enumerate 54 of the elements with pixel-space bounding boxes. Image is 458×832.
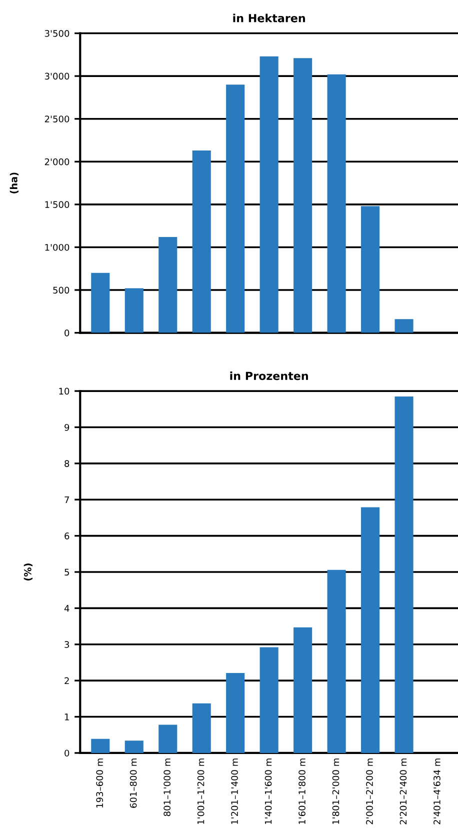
- y-tick-label: 9: [64, 424, 70, 431]
- y-tick-label: 2'500: [44, 116, 70, 122]
- bar: [192, 703, 211, 753]
- chart-title: in Hektaren: [233, 14, 305, 22]
- bar: [327, 74, 346, 333]
- y-tick-label: 8: [64, 460, 70, 467]
- y-axis-title: (%): [24, 564, 33, 580]
- y-tick-label: 6: [64, 532, 70, 540]
- y-tick-label: 1: [64, 714, 69, 720]
- x-tick-label: 1'801–2'000 m: [332, 758, 340, 824]
- y-tick-label: 3: [64, 641, 70, 648]
- x-tick-label: 2'001–2'200 m: [366, 758, 373, 824]
- bar: [327, 570, 346, 753]
- x-tick-label: 601–800 m: [130, 758, 137, 808]
- x-tick-label: 801–1'000 m: [164, 758, 170, 816]
- y-tick-label: 2'000: [44, 158, 70, 166]
- y-tick-label: 3'500: [44, 30, 70, 37]
- bar: [124, 288, 144, 333]
- bar: [260, 647, 278, 753]
- x-tick-label: 193–600 m: [96, 758, 104, 808]
- y-tick-label: 1'500: [45, 201, 70, 208]
- y-tick-label: 5: [64, 568, 69, 576]
- x-tick-label: 1'401–1'600 m: [264, 758, 272, 824]
- y-tick-label: 0: [64, 330, 70, 336]
- x-tick-label: 2'201–2'400 m: [400, 758, 407, 824]
- bar: [260, 56, 278, 333]
- y-axis-title: (ha): [10, 172, 19, 194]
- y-tick-label: 3'000: [44, 72, 70, 80]
- bar: [91, 738, 110, 753]
- y-tick-label: 500: [53, 286, 70, 294]
- chart-title: in Prozenten: [230, 371, 308, 380]
- bar: [394, 319, 414, 333]
- bar: [158, 724, 178, 753]
- y-tick-label: 7: [64, 496, 69, 504]
- y-tick-label: 2: [64, 677, 69, 684]
- bar: [361, 206, 380, 333]
- x-tick-label: 1'601–1'800 m: [298, 758, 306, 824]
- y-tick-label: 1'000: [45, 244, 70, 251]
- bar: [124, 740, 144, 753]
- bar: [192, 150, 211, 333]
- bar: [226, 672, 245, 753]
- bar: [226, 84, 245, 333]
- x-tick-label: 2'401–4'634 m: [434, 758, 440, 824]
- x-tick-label: 1'001–1'200 m: [197, 758, 204, 824]
- x-tick-label: 1'201–1'400 m: [231, 758, 238, 824]
- bar: [294, 627, 312, 753]
- y-tick-label: 0: [64, 750, 70, 757]
- y-tick-label: 4: [64, 605, 70, 612]
- bar: [394, 396, 414, 753]
- bar: [158, 236, 178, 333]
- bar: [294, 58, 312, 333]
- y-tick-label: 10: [59, 388, 70, 395]
- bar: [91, 272, 110, 333]
- bar: [361, 507, 380, 753]
